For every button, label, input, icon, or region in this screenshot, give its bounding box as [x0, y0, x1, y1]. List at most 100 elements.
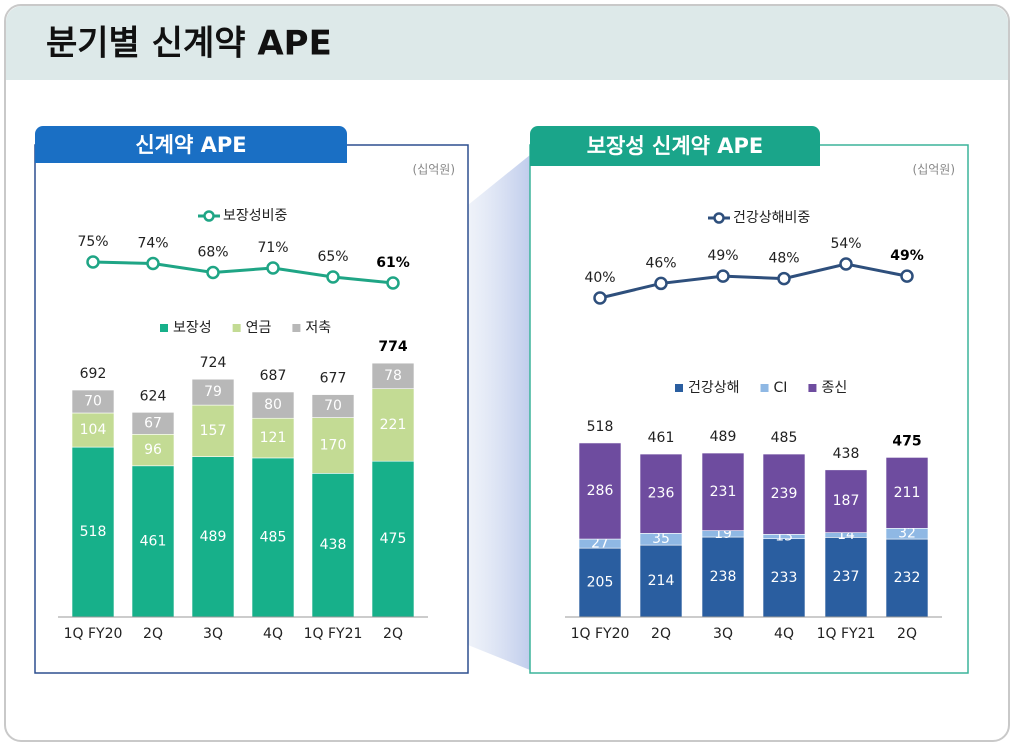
- bar-segment: [371, 362, 415, 390]
- ratio-point: [326, 270, 340, 284]
- bar-segment: [131, 412, 175, 435]
- ratio-point: [839, 257, 853, 271]
- ratio-label: 74%: [137, 236, 168, 252]
- legend-label: CI: [774, 380, 788, 396]
- segment-label: 233: [771, 570, 798, 586]
- total-label: 692: [80, 366, 107, 382]
- connector: [468, 155, 530, 670]
- x-tick-label: 1Q FY21: [817, 626, 876, 642]
- ratio-point: [386, 276, 400, 290]
- ratio-label: 48%: [768, 251, 799, 267]
- ratio-point: [593, 291, 607, 305]
- segment-label: 238: [710, 569, 737, 585]
- segment-label: 121: [260, 430, 287, 446]
- x-tick-label: 2Q: [651, 626, 671, 642]
- bar-segment: [639, 453, 683, 534]
- bar-segment: [824, 537, 868, 618]
- segment-label: 35: [652, 531, 670, 547]
- segment-label: 518: [80, 524, 107, 540]
- legend-label: 건강상해: [688, 380, 740, 396]
- title-band: [6, 6, 1008, 80]
- bar-segment: [71, 446, 115, 618]
- segment-label: 438: [320, 537, 347, 553]
- legend-label: 종신: [821, 380, 847, 396]
- legend-swatch: [808, 384, 817, 392]
- ratio-point: [900, 269, 914, 283]
- segment-label: 78: [384, 368, 402, 384]
- ratio-label: 40%: [584, 270, 615, 286]
- segment-label: 170: [320, 437, 347, 453]
- bar-segment: [131, 434, 175, 467]
- total-label: 485: [771, 430, 798, 446]
- bar-segment: [824, 469, 868, 533]
- left-tab: [35, 126, 347, 163]
- right-tab: [530, 126, 820, 166]
- segment-label: 80: [264, 397, 282, 413]
- segment-label: 286: [587, 483, 614, 499]
- bar-segment: [251, 417, 295, 459]
- ratio-point: [777, 271, 791, 286]
- segment-label: 70: [84, 394, 102, 410]
- segment-label: 104: [80, 422, 107, 438]
- bar-segment: [251, 457, 295, 618]
- bar-segment: [701, 452, 745, 531]
- legend-label: 연금: [246, 320, 272, 336]
- bar-segment: [311, 473, 355, 618]
- legend-label: 보장성: [173, 320, 212, 336]
- segment-label: 231: [710, 484, 737, 500]
- x-tick-label: 2Q: [143, 626, 163, 642]
- bar-segment: [762, 453, 806, 535]
- bar-segment: [639, 544, 683, 618]
- total-label: 724: [200, 355, 227, 371]
- ratio-label: 49%: [707, 248, 738, 264]
- segment-label: 96: [144, 442, 162, 458]
- bar-segment: [885, 457, 929, 529]
- x-tick-label: 1Q FY21: [304, 626, 363, 642]
- total-label: 461: [648, 430, 675, 446]
- ratio-label: 46%: [645, 255, 676, 271]
- bar-segment: [131, 465, 175, 618]
- x-tick-label: 2Q: [897, 626, 917, 642]
- ratio-point: [654, 276, 668, 291]
- ratio-point: [266, 261, 280, 275]
- segment-label: 214: [648, 573, 675, 589]
- bar-segment: [371, 460, 415, 618]
- bar-segment: [885, 538, 929, 618]
- ratio-line: [599, 262, 908, 300]
- total-label: 687: [260, 368, 287, 384]
- total-label: 475: [892, 433, 921, 449]
- ratio-label: 61%: [376, 255, 410, 271]
- ratio-label: 71%: [257, 240, 288, 256]
- x-tick-label: 1Q FY20: [64, 626, 123, 642]
- bar-segment: [191, 404, 235, 457]
- legend-swatch: [232, 324, 241, 332]
- x-tick-label: 4Q: [263, 626, 283, 642]
- bar-segment: [578, 442, 622, 540]
- segment-label: 461: [140, 533, 167, 549]
- ratio-point: [716, 269, 730, 283]
- x-tick-label: 2Q: [383, 626, 403, 642]
- segment-label: 239: [771, 486, 798, 502]
- total-label: 518: [587, 419, 614, 435]
- bar-segment: [191, 378, 235, 406]
- legend-label: 저축: [305, 320, 331, 336]
- total-label: 774: [378, 339, 407, 355]
- bar-segment: [71, 389, 115, 414]
- bar-segment: [762, 538, 806, 618]
- x-tick-label: 4Q: [774, 626, 794, 642]
- segment-label: 32: [898, 526, 916, 542]
- segment-label: 221: [380, 417, 407, 433]
- page-title: 분기별 신계약 APE: [46, 24, 332, 64]
- segment-label: 236: [648, 486, 675, 502]
- bar-segment: [251, 391, 295, 419]
- x-tick-label: 3Q: [713, 626, 733, 642]
- bar-segment: [701, 536, 745, 618]
- ratio-line: [92, 260, 394, 285]
- panel-title: 신계약 APE: [135, 133, 246, 157]
- segment-label: 485: [260, 529, 287, 545]
- panel-title: 보장성 신계약 APE: [587, 134, 764, 158]
- x-tick-label: 3Q: [203, 626, 223, 642]
- ratio-label: 54%: [830, 236, 861, 252]
- ratio-label: 68%: [197, 245, 228, 261]
- legend-swatch: [760, 384, 769, 392]
